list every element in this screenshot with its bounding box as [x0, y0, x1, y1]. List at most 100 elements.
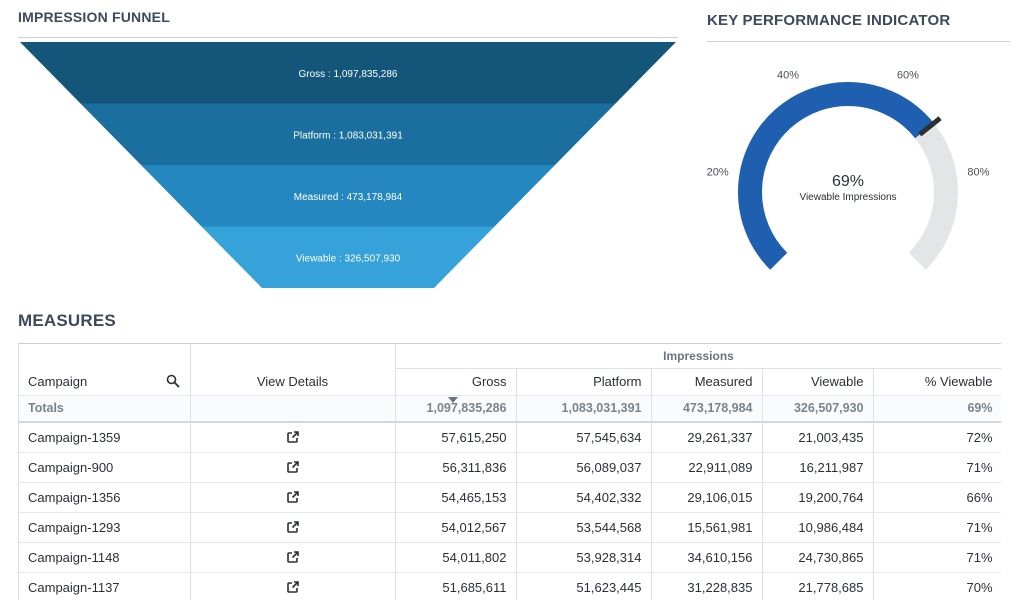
- funnel-stage-label: Viewable : 326,507,930: [296, 253, 401, 264]
- campaign-name-cell: Campaign-1137: [19, 572, 191, 600]
- pct-viewable-cell: 71%: [873, 452, 1001, 483]
- external-link-icon[interactable]: [286, 520, 300, 534]
- platform-column-header[interactable]: Platform: [516, 368, 652, 396]
- pct-viewable-cell: 71%: [873, 542, 1001, 573]
- totals-viewable: 326,507,930: [762, 395, 874, 423]
- totals-gross: 1,097,835,286: [395, 395, 517, 423]
- gauge-needle: [918, 116, 942, 137]
- table-row[interactable]: Campaign-900 56,311,836 56,089,037 22,911,0…: [19, 452, 1001, 483]
- viewable-impressions-gauge: 0%20%40%60%80%100%69%Viewable Impression…: [706, 60, 1016, 292]
- totals-platform: 1,083,031,391: [516, 395, 652, 423]
- external-link-icon[interactable]: [286, 430, 300, 444]
- platform-cell: 54,402,332: [516, 482, 652, 513]
- external-link-icon[interactable]: [286, 550, 300, 564]
- gauge-fill: [738, 82, 934, 270]
- search-icon[interactable]: [166, 374, 180, 388]
- viewable-cell: 10,986,484: [762, 512, 874, 543]
- view-details-cell: [190, 422, 396, 453]
- measured-cell: 29,261,337: [651, 422, 763, 453]
- table-row[interactable]: Campaign-1359 57,615,250 57,545,634 29,261,…: [19, 422, 1001, 453]
- pct-viewable-cell: 71%: [873, 512, 1001, 543]
- table-row[interactable]: Campaign-1293 54,012,567 53,544,568 15,561,…: [19, 512, 1001, 543]
- platform-cell: 57,545,634: [516, 422, 652, 453]
- table-row[interactable]: Campaign-1356 54,465,153 54,402,332 29,106,…: [19, 482, 1001, 513]
- funnel-title-divider: [18, 37, 678, 38]
- campaign-name-cell: Campaign-1356: [19, 482, 191, 513]
- totals-details-empty: [190, 395, 396, 423]
- gauge-value: 69%: [832, 173, 864, 190]
- view-details-cell: [190, 452, 396, 483]
- funnel-title: IMPRESSION FUNNEL: [18, 9, 170, 25]
- funnel-stage-2[interactable]: [80, 103, 616, 166]
- view-details-column-header: View Details: [190, 368, 396, 396]
- campaign-name-cell: Campaign-1293: [19, 512, 191, 543]
- gauge-caption: Viewable Impressions: [799, 192, 896, 203]
- funnel-stage-label: Gross : 1,097,835,286: [299, 69, 398, 80]
- funnel-stage-1[interactable]: [20, 42, 676, 104]
- viewable-cell: 21,003,435: [762, 422, 874, 453]
- gauge-tick-label: 60%: [897, 69, 919, 81]
- gross-cell: 56,311,836: [395, 452, 517, 483]
- platform-cell: 53,928,314: [516, 542, 652, 573]
- totals-measured: 473,178,984: [651, 395, 763, 423]
- pct-viewable-cell: 72%: [873, 422, 1001, 453]
- table-row[interactable]: Campaign-1137 51,685,611 51,623,445 31,228,…: [19, 572, 1001, 600]
- external-link-icon[interactable]: [286, 490, 300, 504]
- sort-descending-icon: [447, 396, 458, 403]
- view-details-cell: [190, 572, 396, 600]
- totals-gross-value: 1,097,835,286: [426, 401, 507, 416]
- totals-pct-viewable: 69%: [873, 395, 1001, 423]
- measured-cell: 15,561,981: [651, 512, 763, 543]
- campaign-name-cell: Campaign-1359: [19, 422, 191, 453]
- measured-cell: 22,911,089: [651, 452, 763, 483]
- viewable-column-header[interactable]: Viewable: [762, 368, 874, 396]
- gross-cell: 57,615,250: [395, 422, 517, 453]
- external-link-icon[interactable]: [286, 460, 300, 474]
- measured-column-header[interactable]: Measured: [651, 368, 763, 396]
- table-row[interactable]: Campaign-1148 54,011,802 53,928,314 34,610,…: [19, 542, 1001, 573]
- gross-column-header[interactable]: Gross: [395, 368, 517, 396]
- pct-viewable-cell: 70%: [873, 572, 1001, 600]
- view-details-cell: [190, 482, 396, 513]
- pct-viewable-cell: 66%: [873, 482, 1001, 513]
- external-link-icon[interactable]: [286, 580, 300, 594]
- gross-cell: 54,465,153: [395, 482, 517, 513]
- measured-cell: 31,228,835: [651, 572, 763, 600]
- campaign-group-spacer: [19, 344, 191, 368]
- campaign-name-cell: Campaign-900: [19, 452, 191, 483]
- viewable-cell: 16,211,987: [762, 452, 874, 483]
- platform-cell: 51,623,445: [516, 572, 652, 600]
- campaign-column-header[interactable]: Campaign: [19, 368, 191, 396]
- table-group-header-row: Impressions: [19, 344, 1001, 369]
- measures-table: Impressions Campaign View Details Gross …: [18, 343, 1001, 600]
- viewable-cell: 24,730,865: [762, 542, 874, 573]
- details-group-spacer: [190, 344, 396, 368]
- table-header-row: Campaign View Details Gross Platform Mea…: [19, 368, 1001, 396]
- viewable-cell: 19,200,764: [762, 482, 874, 513]
- funnel-stage-label: Platform : 1,083,031,391: [293, 130, 403, 141]
- funnel-stage-4[interactable]: [201, 226, 495, 289]
- gauge-tick-label: 40%: [777, 69, 799, 81]
- totals-label: Totals: [19, 395, 191, 423]
- platform-cell: 56,089,037: [516, 452, 652, 483]
- funnel-stage-3[interactable]: [141, 165, 555, 227]
- impression-funnel-chart: Gross : 1,097,835,286 Platform : 1,083,03…: [20, 42, 676, 288]
- campaign-name-cell: Campaign-1148: [19, 542, 191, 573]
- platform-cell: 53,544,568: [516, 512, 652, 543]
- measured-cell: 29,106,015: [651, 482, 763, 513]
- view-details-cell: [190, 542, 396, 573]
- gross-cell: 51,685,611: [395, 572, 517, 600]
- pct-viewable-column-header[interactable]: % Viewable: [873, 368, 1001, 396]
- measured-cell: 34,610,156: [651, 542, 763, 573]
- view-details-cell: [190, 512, 396, 543]
- gross-cell: 54,011,802: [395, 542, 517, 573]
- gauge-tick-label: 20%: [707, 166, 729, 178]
- viewable-cell: 21,778,685: [762, 572, 874, 600]
- kpi-title: KEY PERFORMANCE INDICATOR: [707, 12, 951, 29]
- funnel-stage-label: Measured : 473,178,984: [294, 192, 403, 203]
- campaign-header-label: Campaign: [28, 373, 88, 389]
- totals-row: Totals 1,097,835,286 1,083,031,391 473,1…: [19, 395, 1001, 423]
- gross-cell: 54,012,567: [395, 512, 517, 543]
- measures-title: MEASURES: [18, 311, 116, 330]
- impressions-group-header: Impressions: [395, 344, 1001, 369]
